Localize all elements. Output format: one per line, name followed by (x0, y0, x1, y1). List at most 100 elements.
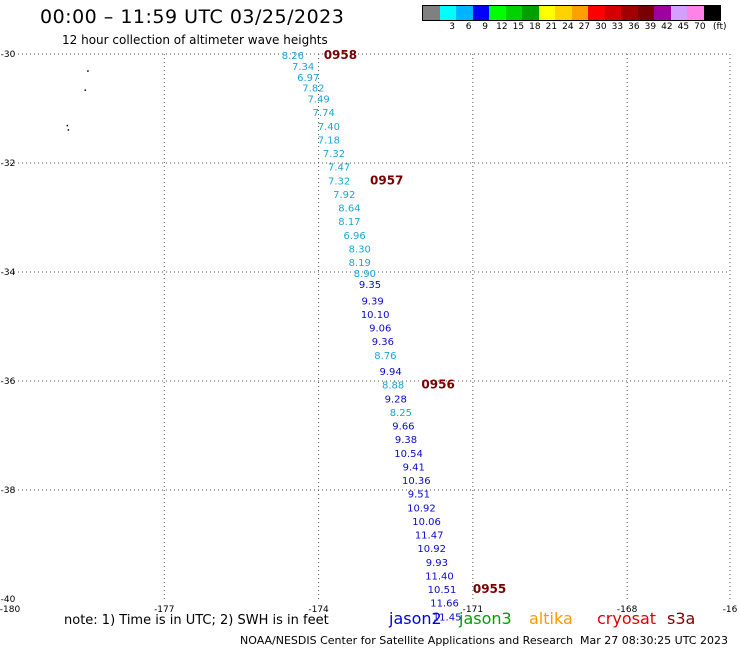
lon-tick-label: -180 (0, 605, 20, 615)
swh-value: 11.45 (433, 612, 462, 623)
land-speck (87, 70, 89, 72)
swh-value: 7.18 (318, 135, 340, 146)
map-grid (10, 53, 731, 599)
lat-tick-label: -36 (1, 377, 16, 387)
swh-value: 7.32 (323, 149, 345, 160)
legend-label: 18 (529, 22, 541, 32)
legend-swatch (538, 6, 555, 20)
legend-label: 45 (677, 22, 690, 32)
legend-swatch (654, 6, 671, 20)
swh-value: 10.54 (394, 449, 423, 460)
lon-tick-label: -171 (463, 605, 483, 615)
lat-tick-label: -32 (1, 159, 16, 169)
mission-label-s3a: s3a (667, 609, 696, 628)
lon-tick-label: -177 (154, 605, 174, 615)
swh-value: 7.40 (318, 122, 340, 133)
mission-label-jason3: jason3 (459, 609, 512, 628)
legend-swatch (703, 6, 720, 20)
swh-value: 7.34 (292, 62, 314, 73)
legend-swatch (637, 6, 654, 20)
swh-value: 8.26 (282, 51, 304, 62)
legend-label: 15 (512, 22, 525, 32)
swh-value: 9.93 (426, 558, 448, 569)
swh-value: 7.32 (328, 176, 350, 187)
legend-unit: (ft) (713, 22, 727, 32)
pass-time-label: 0957 (370, 173, 403, 187)
legend-label: 70 (694, 22, 706, 32)
legend-label: 39 (644, 22, 657, 32)
land-speck (84, 89, 87, 91)
swh-value: 9.35 (359, 280, 381, 291)
map-background (10, 54, 730, 599)
legend-label: 6 (465, 22, 472, 32)
legend-label: 9 (482, 22, 489, 32)
swh-value: 7.92 (333, 190, 355, 201)
swh-value: 8.25 (390, 408, 412, 419)
swh-value: 11.47 (415, 531, 444, 542)
generated-timestamp: Mar 27 08:30:25 UTC 2023 (580, 634, 728, 647)
legend-swatch (588, 6, 605, 20)
swh-value: 10.51 (428, 585, 457, 596)
legend-swatch (555, 6, 572, 20)
land-speck (66, 124, 69, 127)
lon-tick-label: -16 (723, 605, 738, 615)
swh-value: 9.39 (361, 296, 383, 307)
lon-tick-label: -168 (617, 605, 638, 615)
legend-label: 30 (595, 22, 607, 32)
legend-label: 36 (628, 22, 640, 32)
pass-time-label: 0955 (473, 582, 506, 596)
lat-tick-label: -34 (1, 268, 16, 278)
legend-swatch (423, 6, 440, 20)
legend-swatch (621, 6, 638, 20)
legend-swatch (472, 6, 489, 20)
lat-tick-label: -38 (1, 486, 16, 496)
swh-value: 9.28 (385, 394, 407, 405)
legend-label: 24 (562, 22, 574, 32)
legend-swatch (439, 6, 456, 20)
legend-label: 33 (611, 22, 624, 32)
swh-value: 9.38 (395, 435, 417, 446)
swh-value: 6.97 (297, 73, 319, 84)
swh-value: 10.92 (417, 544, 446, 555)
swh-value: 11.66 (430, 599, 459, 610)
swh-value: 8.88 (382, 381, 404, 392)
swh-value: 8.64 (338, 204, 360, 215)
swh-value: 7.47 (328, 163, 350, 174)
page-title: 00:00 – 11:59 UTC 03/25/2023 (40, 6, 345, 28)
swh-value: 7.74 (313, 108, 335, 119)
swh-points: 8.267.346.977.827.49 7.74 7.40 7.18 7.32 7.47… (282, 51, 462, 623)
mission-label-cryosat: cryosat (597, 609, 657, 628)
legend-swatch (604, 6, 621, 20)
lon-tick-label: -174 (308, 605, 329, 615)
pass-time-label: 0958 (324, 48, 357, 62)
swh-value: 7.82 (302, 84, 324, 95)
swh-value: 10.06 (412, 517, 441, 528)
swh-value: 9.06 (369, 324, 391, 335)
legend-swatch (522, 6, 539, 20)
swh-value: 10.92 (407, 503, 436, 514)
swh-value: 6.96 (343, 231, 365, 242)
mission-label-altika: altika (529, 609, 573, 628)
mission-label-jason2: jason2 (389, 609, 442, 628)
page-subtitle: 12 hour collection of altimeter wave hei… (62, 33, 328, 47)
swh-value: 9.41 (403, 462, 425, 473)
legend-swatch (456, 6, 473, 20)
swh-value: 10.10 (361, 310, 390, 321)
land-speck (67, 129, 70, 131)
swh-value: 7.49 (307, 95, 329, 106)
swh-value: 9.66 (392, 422, 414, 433)
swh-value: 9.94 (379, 367, 401, 378)
legend-swatch (687, 6, 704, 20)
lat-tick-label: -40 (1, 595, 16, 605)
swh-value: 8.76 (374, 351, 396, 362)
legend-label: 3 (449, 22, 456, 32)
swh-value: 8.17 (338, 217, 360, 228)
credit-line: NOAA/NESDIS Center for Satellite Applica… (240, 634, 574, 647)
swh-value: 9.51 (408, 490, 430, 501)
legend-label: 27 (578, 22, 591, 32)
legend-swatch (571, 6, 588, 20)
swh-value: 9.36 (372, 337, 394, 348)
legend-label: 21 (545, 22, 558, 32)
